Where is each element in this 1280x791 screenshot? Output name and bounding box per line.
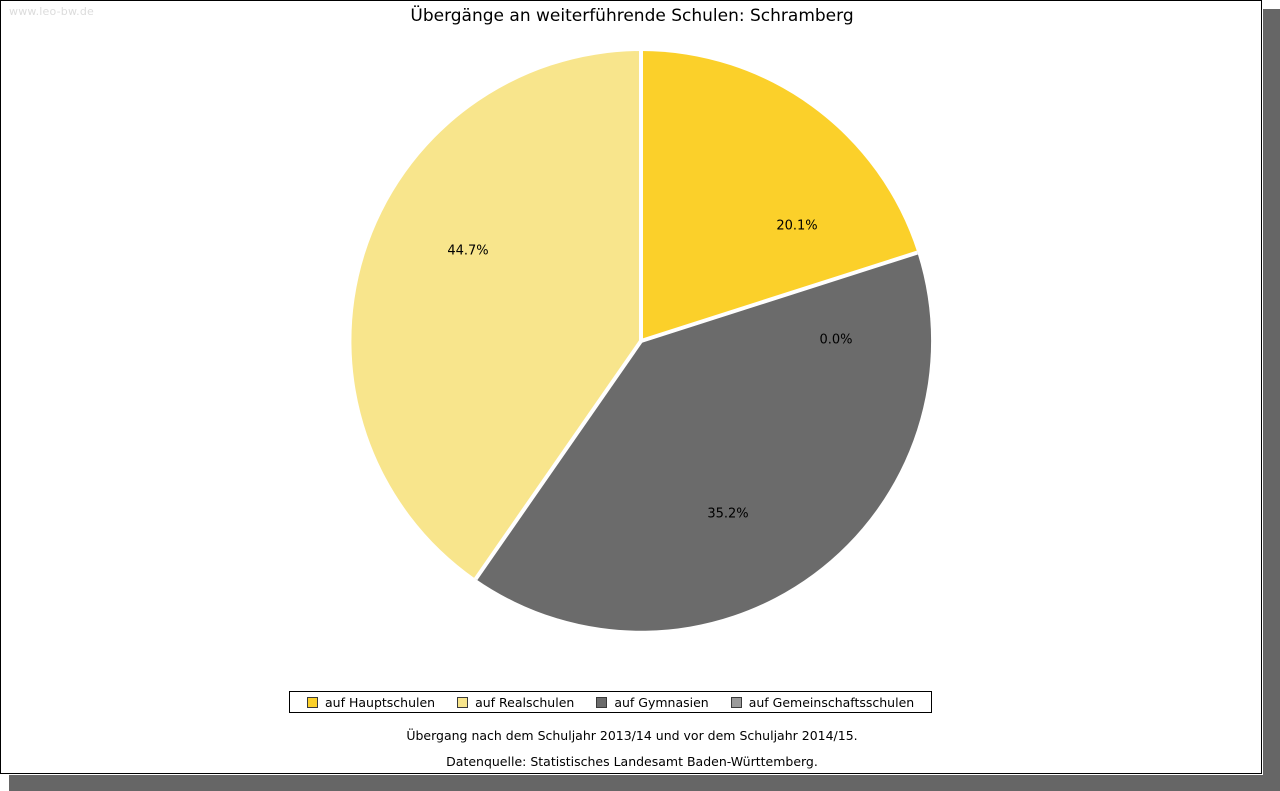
legend-item-realschulen[interactable]: auf Realschulen [457, 695, 574, 710]
frame-shadow-bottom [9, 775, 1280, 791]
pie-separator-right [640, 250, 918, 343]
footnote-period: Übergang nach dem Schuljahr 2013/14 und … [406, 728, 858, 743]
legend-swatch-icon-gemeinschaftsschulen [730, 696, 742, 708]
page-title: Übergänge an weiterführende Schulen: Sch… [410, 6, 854, 26]
slice-label-realschulen: 44.7% [447, 243, 489, 259]
legend: auf Hauptschulen auf Realschulen auf Gym… [289, 691, 933, 713]
legend-label-gemeinschaftsschulen: auf Gemeinschaftsschulen [748, 694, 915, 710]
pie-svg [351, 50, 932, 631]
watermark: www.leo-bw.de [9, 5, 95, 18]
pie-separator-bottom-left [474, 339, 643, 581]
pie-chart: 20.1% 0.0% 35.2% 44.7% [350, 50, 932, 632]
legend-swatch-icon-hauptschulen [307, 696, 318, 708]
slice-label-gemeinschaftsschulen: 0.0% [819, 332, 853, 348]
chart-frame: www.leo-bw.de Übergänge an weiterführend… [0, 0, 1262, 774]
pie-slice-realschulen [351, 51, 641, 579]
slice-label-hauptschulen: 20.1% [776, 218, 818, 234]
legend-item-gemeinschaftsschulen[interactable]: auf Gemeinschaftsschulen [730, 694, 915, 710]
legend-label-realschulen: auf Realschulen [475, 694, 575, 710]
legend-swatch-icon-gymnasien [596, 696, 608, 708]
pie-slice-gymnasien [475, 252, 932, 631]
slice-label-gymnasien: 35.2% [707, 506, 749, 522]
frame-shadow-right [1263, 9, 1280, 791]
legend-item-hauptschulen[interactable]: auf Hauptschulen [307, 695, 435, 710]
footnote-source: Datenquelle: Statistisches Landesamt Bad… [446, 754, 818, 769]
legend-item-gymnasien[interactable]: auf Gymnasien [596, 694, 709, 710]
legend-swatch-icon-realschulen [457, 696, 469, 708]
pie-slice-hauptschulen [641, 50, 918, 342]
legend-label-hauptschulen: auf Hauptschulen [325, 694, 436, 710]
legend-label-gymnasien: auf Gymnasien [614, 694, 709, 710]
